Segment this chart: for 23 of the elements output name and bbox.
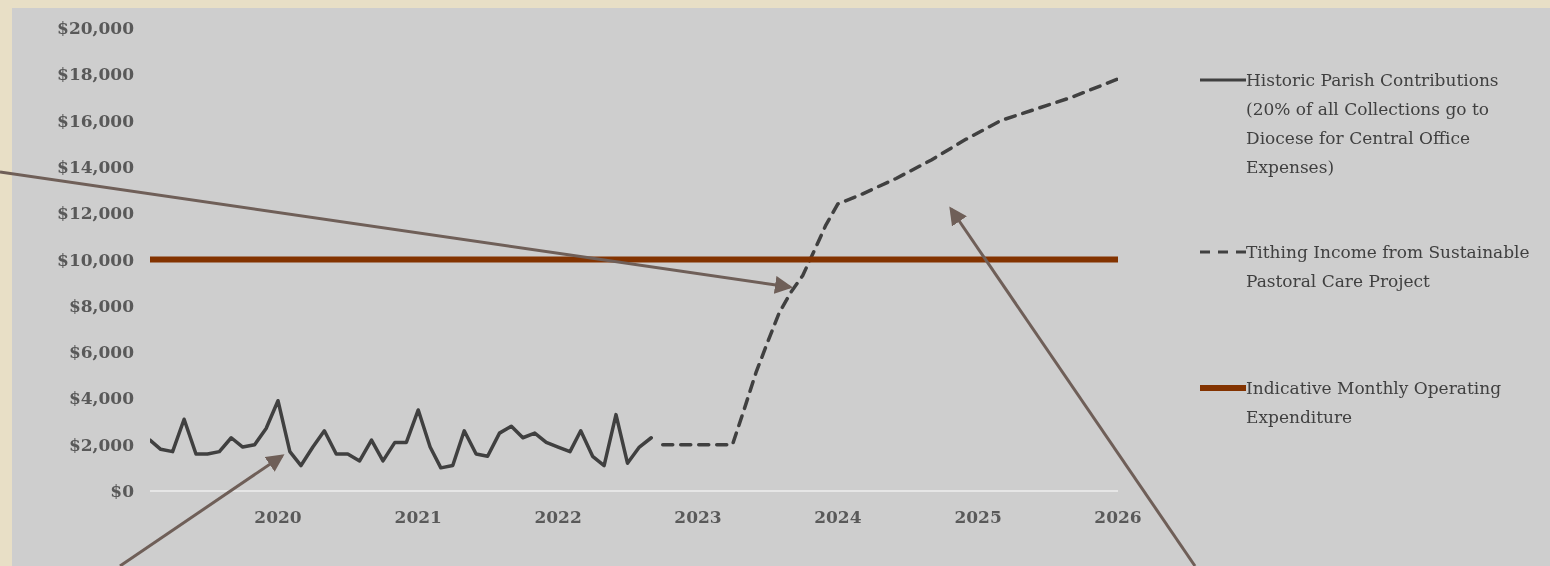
x-tick-label: 2025 xyxy=(954,507,1002,528)
y-tick-label: $8,000 xyxy=(68,295,135,316)
y-tick-label: $20,000 xyxy=(57,18,135,39)
line-series xyxy=(150,398,653,470)
x-tick-label: 2024 xyxy=(814,507,862,528)
x-tick-label: 2026 xyxy=(1094,507,1142,528)
y-tick-label: $2,000 xyxy=(68,434,135,455)
legend-label: Indicative Monthly Operating Expenditure xyxy=(1246,377,1503,429)
y-tick-label: $6,000 xyxy=(68,342,135,363)
legend-label: Tithing Income from Sustainable Pastoral Care Project xyxy=(1246,241,1531,293)
x-tick-label: 2020 xyxy=(254,507,302,528)
line-series xyxy=(660,77,1118,447)
y-tick-label: $18,000 xyxy=(57,64,135,85)
y-tick-label: $10,000 xyxy=(57,249,135,270)
x-tick-label: 2023 xyxy=(674,507,722,528)
y-tick-label: $16,000 xyxy=(57,110,135,131)
y-tick-label: $4,000 xyxy=(68,388,135,409)
y-tick-label: $14,000 xyxy=(57,156,135,177)
y-tick-label: $12,000 xyxy=(57,203,135,224)
y-tick-label: $0 xyxy=(110,481,135,502)
x-tick-label: 2022 xyxy=(534,507,582,528)
legend-label: Historic Parish Contributions (20% of all Collections go to Diocese for Central Office Expenses) xyxy=(1246,69,1500,179)
x-tick-label: 2021 xyxy=(394,507,442,528)
